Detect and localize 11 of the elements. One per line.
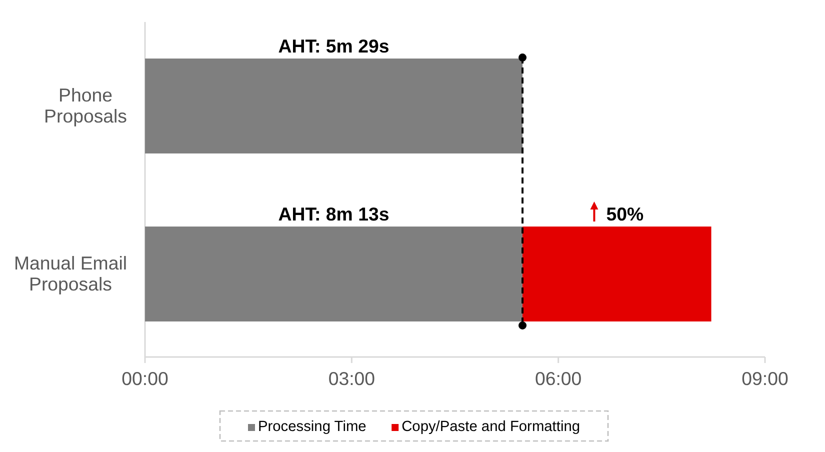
legend-label: Copy/Paste and Formatting bbox=[402, 419, 580, 435]
y-tick-label: Manual Email Proposals bbox=[14, 252, 128, 294]
annotation: 50% bbox=[606, 204, 644, 225]
x-tick-label: 09:00 bbox=[742, 368, 788, 389]
x-tick-label: 00:00 bbox=[122, 368, 168, 389]
annotation: AHT: 8m 13s bbox=[278, 204, 390, 225]
annotation: AHT: 5m 29s bbox=[278, 36, 390, 57]
y-tick-label: Phone Proposals bbox=[44, 84, 128, 126]
legend-label: Processing Time bbox=[258, 419, 366, 435]
x-tick-label: 03:00 bbox=[328, 368, 376, 389]
x-tick-label: 06:00 bbox=[534, 368, 582, 389]
